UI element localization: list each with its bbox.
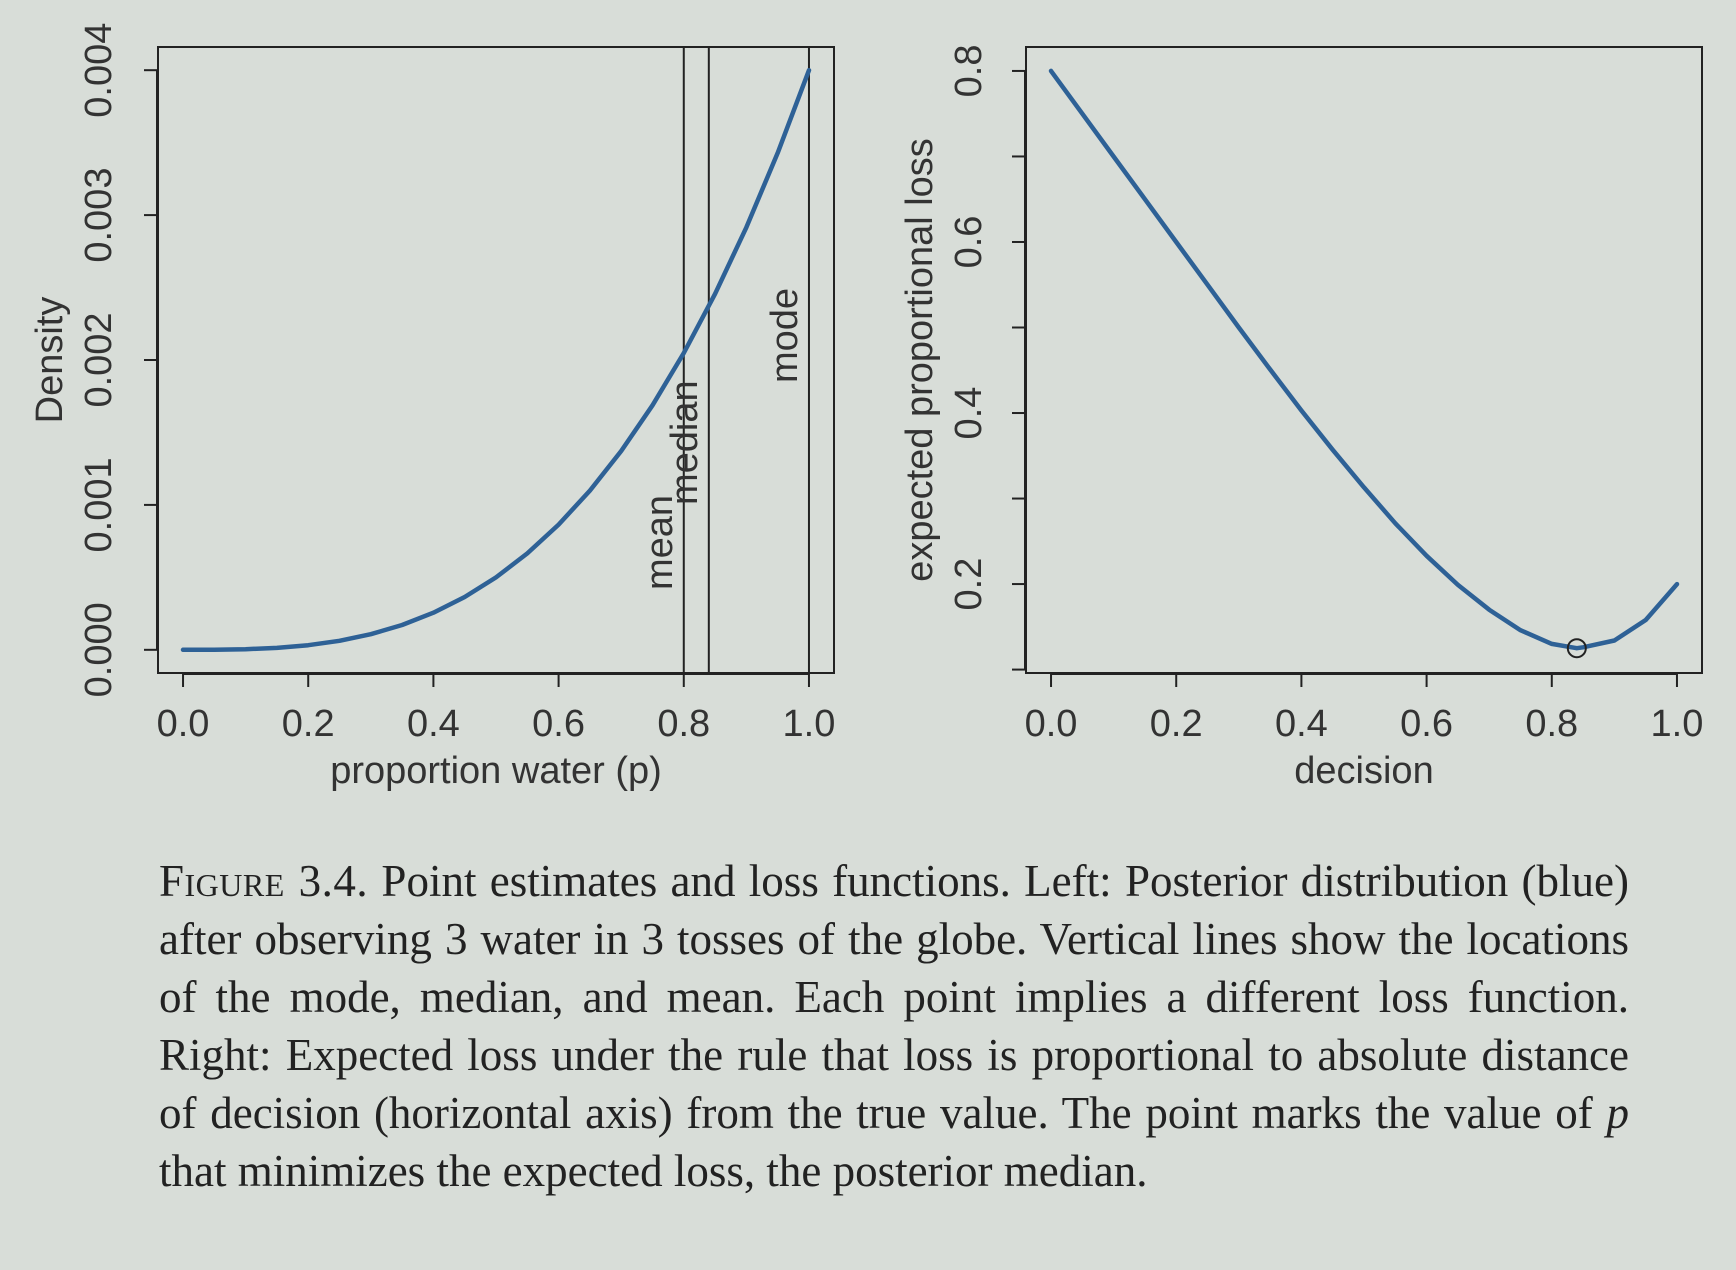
caption-p-symbol: p (1606, 1088, 1630, 1138)
y-tick-label: 0.2 (948, 558, 990, 611)
y-tick-label: 0.001 (78, 457, 120, 552)
caption-text-before-p: Point estimates and loss functions. Left… (159, 856, 1630, 1138)
x-tick-label: 0.4 (407, 703, 460, 745)
y-tick-label: 0.000 (78, 602, 120, 697)
series-line (180, 67, 812, 653)
x-tick-label: 0.6 (532, 703, 585, 745)
x-tick-label: 0.8 (1525, 703, 1578, 745)
x-axis-label: decision (1294, 750, 1433, 792)
expected-loss-panel: 0.0 0.2 0.4 0.6 0.8 1.0decision0.20.40.60.8ex… (899, 45, 1703, 792)
y-tick-label: 0.8 (948, 45, 990, 98)
x-tick-label: 0.0 (157, 703, 210, 745)
plot-frame (1025, 46, 1703, 674)
x-tick-label: 1.0 (1651, 703, 1704, 745)
y-tick-label: 0.004 (78, 23, 120, 118)
figure-label: Figure 3.4. (159, 856, 369, 906)
series-line (1048, 68, 1680, 651)
posterior-density-panel: 0.0 0.2 0.4 0.6 0.8 1.0 proportion water (p) 0.… (29, 23, 835, 792)
x-tick-label: 0.4 (1275, 703, 1328, 745)
y-axis-label: expected proportional loss (899, 138, 941, 582)
y-tick-label: 0.002 (78, 312, 120, 407)
vline-label-median: median (664, 380, 706, 505)
x-tick-label: 0.6 (1400, 703, 1453, 745)
x-tick-label: 1.0 (783, 703, 836, 745)
x-axis-label: proportion water (p) (330, 750, 662, 792)
figure-caption: Figure 3.4. Point estimates and loss fun… (159, 852, 1629, 1200)
y-tick-label: 0.003 (78, 168, 120, 263)
caption-text-after-p: that minimizes the expected loss, the po… (159, 1146, 1148, 1196)
y-tick-label: 0.6 (948, 216, 990, 269)
figure-canvas: 0.0 0.2 0.4 0.6 0.8 1.0 proportion water (p) 0.… (29, 23, 1703, 792)
y-tick-label: 0.4 (948, 387, 990, 440)
vline-label-mode: mode (764, 288, 806, 383)
minimum-point-marker (1566, 638, 1587, 659)
x-tick-label: 0.2 (1150, 703, 1203, 745)
x-tick-label: 0.2 (282, 703, 335, 745)
x-tick-label: 0.0 (1025, 703, 1078, 745)
y-axis-label: Density (29, 297, 71, 424)
x-tick-label: 0.8 (657, 703, 710, 745)
vline-label-mean: mean (639, 495, 681, 590)
